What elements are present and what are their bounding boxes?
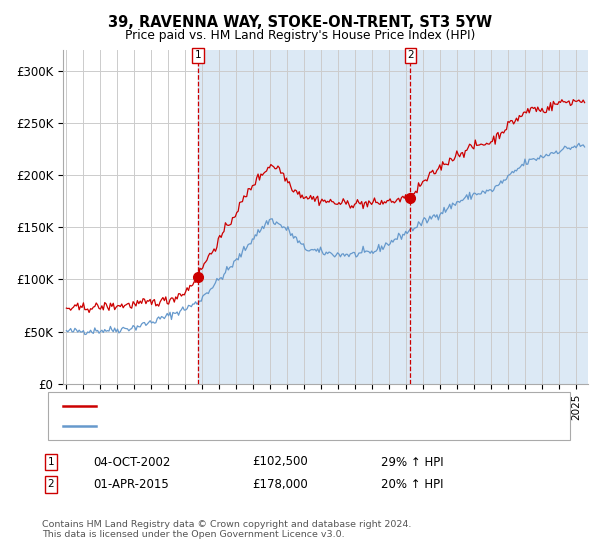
Text: HPI: Average price, detached house, Stoke-on-Trent: HPI: Average price, detached house, Stok… <box>103 421 384 431</box>
Text: 2: 2 <box>47 479 55 489</box>
Text: 04-OCT-2002: 04-OCT-2002 <box>93 455 170 469</box>
Text: 39, RAVENNA WAY, STOKE-ON-TRENT, ST3 5YW (detached house): 39, RAVENNA WAY, STOKE-ON-TRENT, ST3 5YW… <box>103 402 460 411</box>
Text: 1: 1 <box>47 457 55 467</box>
Text: Price paid vs. HM Land Registry's House Price Index (HPI): Price paid vs. HM Land Registry's House … <box>125 29 475 42</box>
Text: 29% ↑ HPI: 29% ↑ HPI <box>381 455 443 469</box>
Text: 20% ↑ HPI: 20% ↑ HPI <box>381 478 443 491</box>
Text: 2: 2 <box>407 50 414 60</box>
Text: 01-APR-2015: 01-APR-2015 <box>93 478 169 491</box>
Text: 1: 1 <box>195 50 202 60</box>
Text: £102,500: £102,500 <box>252 455 308 469</box>
Bar <box>198 50 590 384</box>
Text: 39, RAVENNA WAY, STOKE-ON-TRENT, ST3 5YW: 39, RAVENNA WAY, STOKE-ON-TRENT, ST3 5YW <box>108 15 492 30</box>
Text: £178,000: £178,000 <box>252 478 308 491</box>
Text: Contains HM Land Registry data © Crown copyright and database right 2024.
This d: Contains HM Land Registry data © Crown c… <box>42 520 412 539</box>
